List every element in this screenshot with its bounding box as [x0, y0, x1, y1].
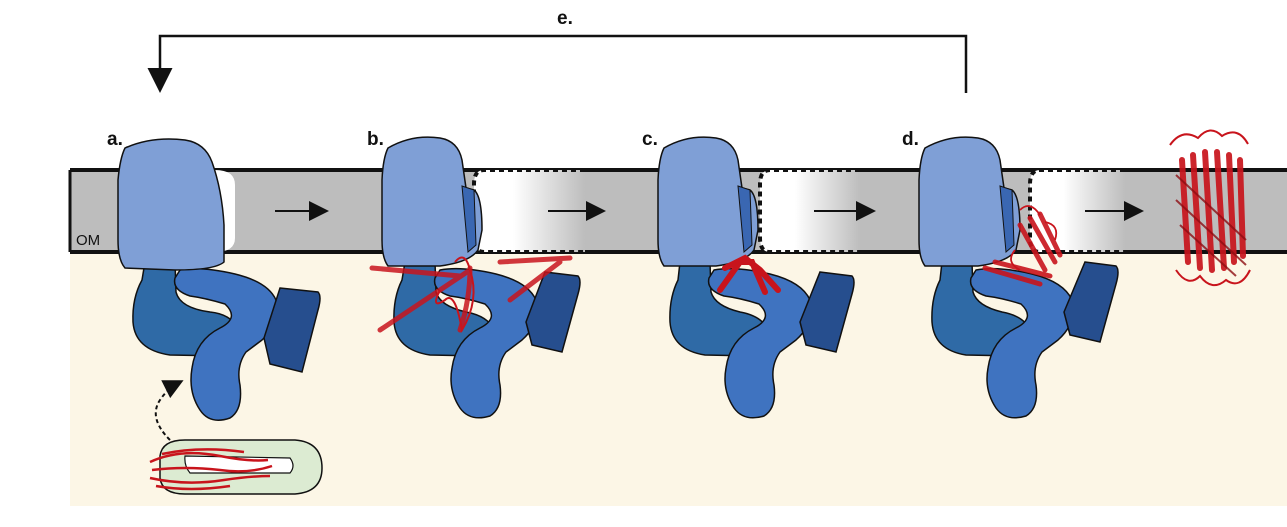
- panel-label-e: e.: [557, 8, 573, 29]
- panel-label-b: b.: [367, 129, 384, 150]
- om-label: OM: [76, 232, 100, 249]
- panel-label-c: c.: [642, 129, 658, 150]
- barrel-domain-a: [118, 139, 224, 270]
- panel-label-d: d.: [902, 129, 919, 150]
- panel-label-a: a.: [107, 129, 123, 150]
- chaperone-complex: [150, 440, 322, 494]
